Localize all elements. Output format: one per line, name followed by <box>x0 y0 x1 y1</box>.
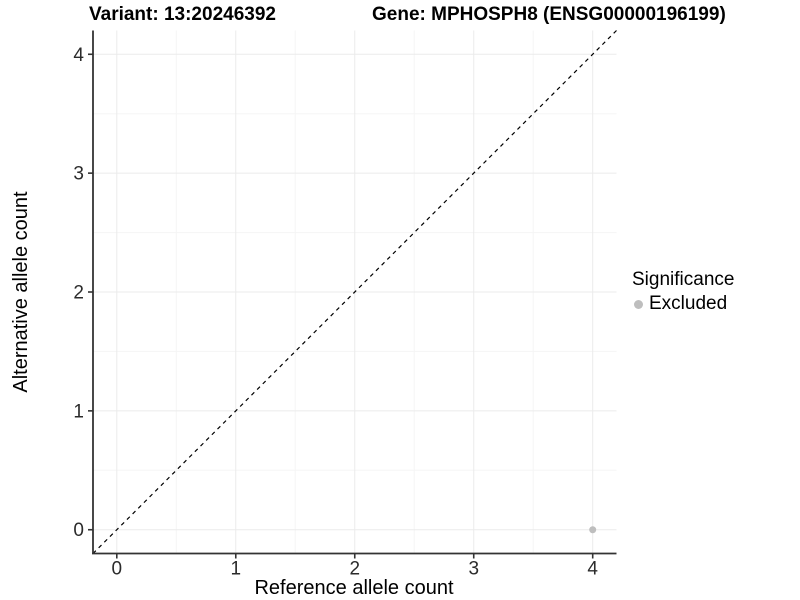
x-tick-label: 4 <box>587 559 598 580</box>
x-tick-label: 0 <box>112 559 123 580</box>
y-tick-label: 4 <box>73 45 84 66</box>
x-axis-title: Reference allele count <box>254 577 454 599</box>
gene-title: Gene: MPHOSPH8 (ENSG00000196199) <box>372 4 726 25</box>
y-tick-label: 2 <box>73 283 84 304</box>
x-tick-label: 2 <box>349 559 360 580</box>
y-tick-label: 1 <box>73 401 84 422</box>
legend-item-excluded: Excluded <box>630 293 800 315</box>
legend-title: Significance <box>632 269 735 290</box>
variant-title: Variant: 13:20246392 <box>89 4 276 25</box>
legend-item-label: Excluded <box>649 293 728 314</box>
legend-point-icon <box>634 299 643 309</box>
x-tick-label: 3 <box>468 559 479 580</box>
x-tick-label: 1 <box>230 559 241 580</box>
y-tick-label: 3 <box>73 164 84 185</box>
y-tick-label: 0 <box>73 520 84 541</box>
data-point <box>589 526 597 534</box>
identity-line <box>92 30 617 554</box>
legend: Significance Excluded <box>630 269 800 315</box>
